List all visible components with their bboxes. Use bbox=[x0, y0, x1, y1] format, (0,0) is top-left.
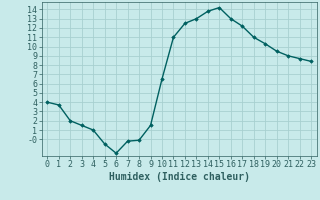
X-axis label: Humidex (Indice chaleur): Humidex (Indice chaleur) bbox=[109, 172, 250, 182]
